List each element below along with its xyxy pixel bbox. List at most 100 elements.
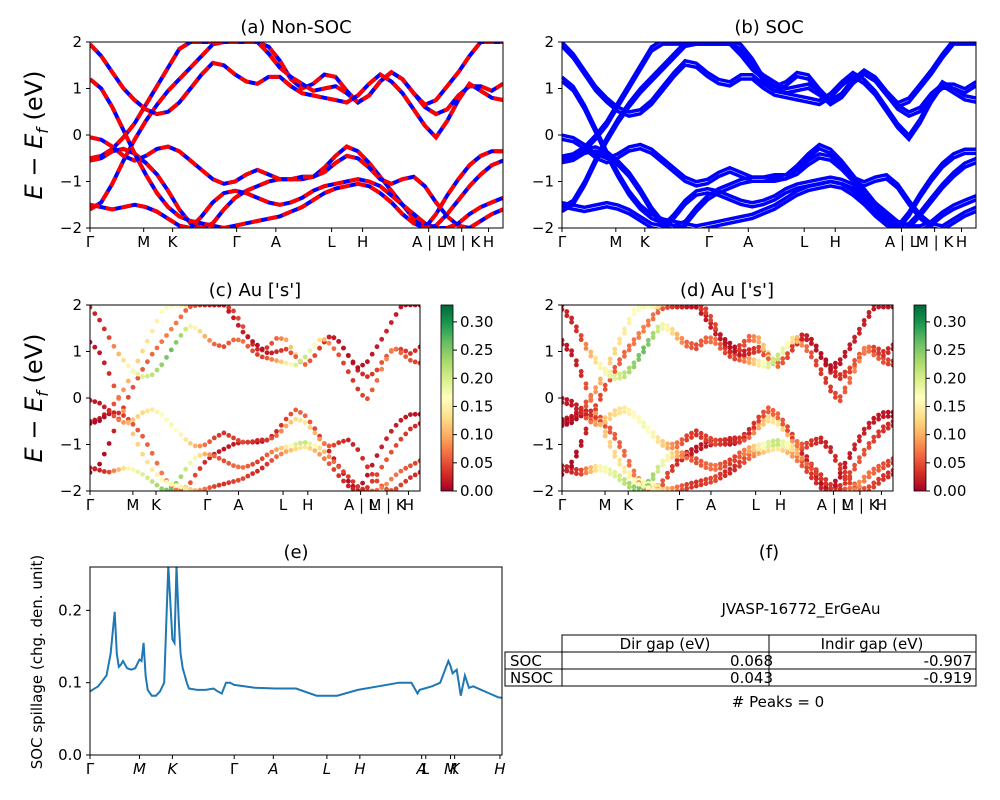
scatter-point — [384, 436, 389, 442]
scatter-point — [626, 320, 632, 326]
scatter-point — [211, 484, 217, 489]
scatter-point — [259, 354, 265, 360]
scatter-point — [689, 430, 694, 436]
scatter-point — [164, 479, 169, 485]
scatter-point — [847, 342, 853, 348]
scatter-point — [746, 356, 752, 361]
scatter-point — [708, 475, 714, 481]
y-tick-label: 1 — [544, 343, 554, 361]
scatter-point — [881, 461, 886, 467]
scatter-point — [598, 463, 603, 469]
scatter-point — [245, 343, 251, 349]
scatter-point — [365, 472, 370, 478]
scatter-point — [645, 322, 651, 328]
scatter-point — [804, 469, 810, 474]
scatter-point — [650, 434, 656, 440]
scatter-point — [388, 428, 394, 434]
scatter-point — [578, 373, 584, 378]
scatter-point — [866, 344, 872, 350]
scatter-point — [890, 460, 893, 466]
scatter-point — [785, 432, 790, 438]
y-tick-label: −1 — [532, 436, 554, 454]
scatter-point — [842, 486, 848, 491]
scatter-point — [636, 415, 642, 420]
scatter-point — [159, 339, 165, 345]
scatter-point — [293, 354, 299, 360]
y-tick-label: −1 — [532, 173, 554, 191]
scatter-point — [799, 336, 805, 342]
scatter-point — [804, 465, 810, 470]
scatter-point — [240, 339, 246, 344]
scatter-point — [823, 376, 829, 381]
scatter-point — [703, 437, 709, 443]
scatter-point — [813, 347, 819, 353]
scatter-point — [622, 469, 627, 475]
scatter-point — [703, 461, 709, 466]
scatter-point — [679, 454, 685, 460]
band-line — [562, 42, 976, 163]
panel-a-title: (a) Non-SOC — [240, 17, 351, 38]
scatter-point — [765, 448, 771, 454]
scatter-point — [756, 348, 762, 354]
scatter-point — [871, 484, 877, 490]
scatter-point — [365, 464, 370, 470]
scatter-point — [669, 441, 675, 447]
scatter-point — [669, 485, 675, 491]
scatter-point — [861, 322, 867, 327]
scatter-point — [708, 325, 714, 330]
scatter-point — [101, 326, 107, 332]
scatter-point — [106, 335, 112, 340]
scatter-point — [674, 305, 680, 310]
scatter-point — [636, 331, 642, 336]
scatter-point — [183, 308, 189, 313]
scatter-point — [674, 453, 680, 459]
scatter-point — [761, 450, 766, 455]
scatter-point — [885, 458, 891, 464]
scatter-point — [626, 407, 632, 413]
scatter-point — [842, 349, 848, 355]
scatter-point — [674, 488, 680, 491]
scatter-point — [650, 335, 656, 340]
y-tick-label: −2 — [532, 482, 554, 500]
scatter-point — [847, 380, 853, 385]
scatter-point — [562, 337, 565, 343]
scatter-point — [331, 442, 337, 448]
scatter-point — [674, 336, 680, 341]
x-tick-label: M — [126, 496, 139, 514]
scatter-point — [607, 439, 613, 445]
scatter-point — [660, 443, 666, 448]
scatter-point — [809, 438, 814, 443]
scatter-point — [881, 465, 886, 471]
scatter-point — [828, 449, 833, 455]
y-tick-label: 2 — [544, 33, 554, 51]
scatter-point — [799, 456, 805, 462]
scatter-point — [756, 339, 762, 345]
scatter-point — [326, 454, 332, 460]
band-line — [562, 75, 976, 228]
scatter-point — [384, 356, 389, 362]
scatter-point — [326, 340, 332, 346]
scatter-point — [121, 357, 126, 363]
scatter-point — [379, 464, 385, 470]
scatter-point — [583, 412, 589, 418]
scatter-point — [393, 312, 399, 317]
scatter-point — [302, 354, 308, 360]
scatter-point — [890, 305, 893, 310]
scatter-point — [583, 430, 589, 436]
scatter-point — [255, 342, 260, 348]
scatter-point — [785, 450, 790, 456]
scatter-point — [564, 464, 570, 470]
scatter-point — [398, 436, 404, 442]
scatter-point — [804, 348, 810, 354]
scatter-point — [622, 465, 627, 470]
scatter-point — [636, 305, 642, 309]
scatter-point — [583, 415, 589, 421]
scatter-point — [583, 403, 589, 409]
scatter-point — [698, 442, 704, 447]
scatter-point — [684, 305, 690, 310]
scatter-point — [823, 361, 829, 367]
scatter-point — [852, 446, 857, 452]
scatter-point — [598, 468, 603, 473]
scatter-point — [369, 351, 375, 357]
x-tick-label: H — [775, 496, 786, 514]
